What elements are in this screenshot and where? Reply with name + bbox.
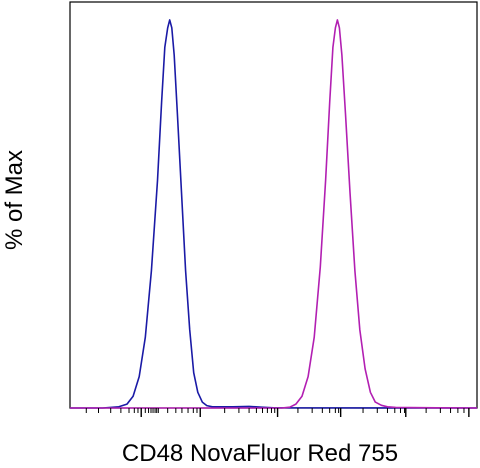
series-layer: [70, 19, 478, 409]
x-axis-label: CD48 NovaFluor Red 755: [122, 440, 398, 467]
x-axis-ticks: [85, 408, 470, 417]
y-axis-label: % of Max: [1, 150, 28, 250]
histogram-series-2: [70, 19, 478, 409]
histogram-series-1: [70, 19, 478, 409]
plot-border: [69, 1, 478, 409]
plot-frame: [69, 1, 478, 409]
